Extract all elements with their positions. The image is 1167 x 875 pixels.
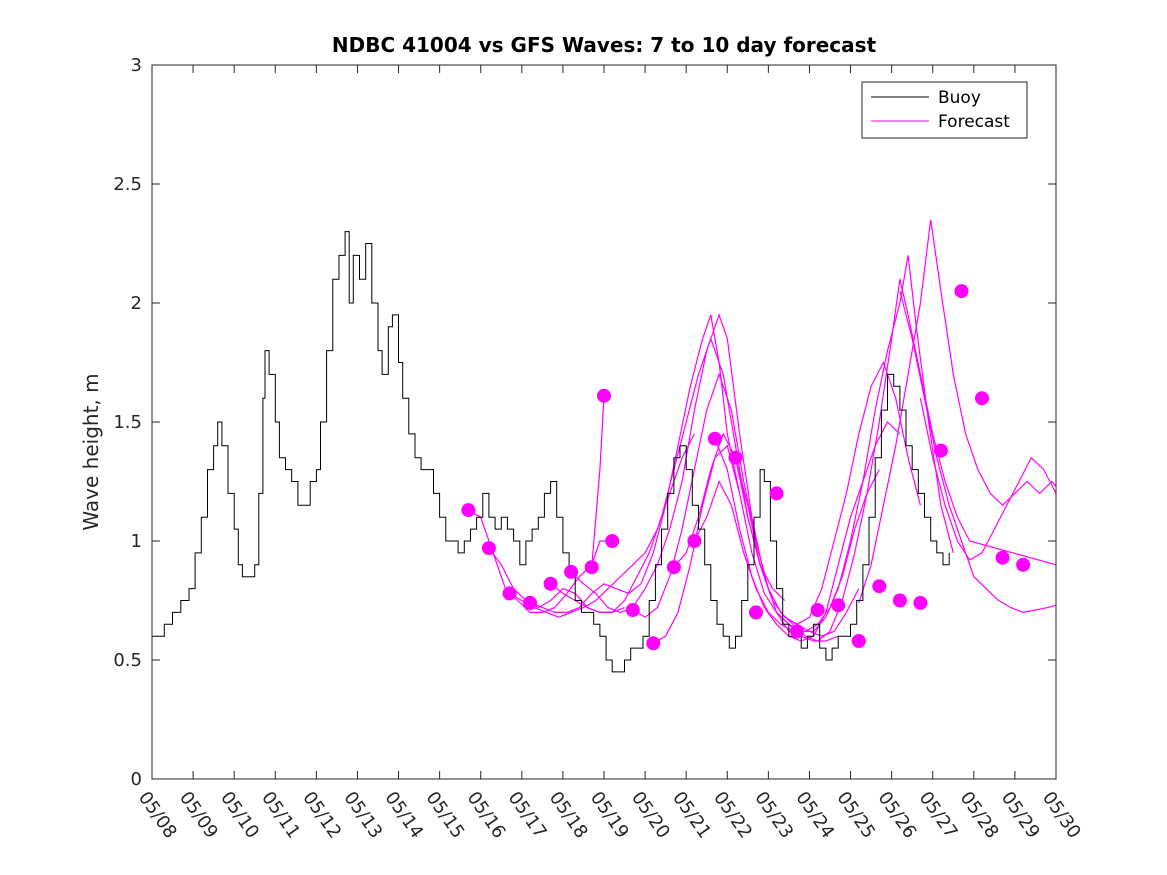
forecast-marker-7 (584, 560, 599, 575)
forecast-marker-11 (646, 636, 661, 651)
forecast-marker-19 (810, 603, 825, 617)
forecast-marker-21 (851, 634, 866, 648)
forecast-marker-27 (975, 391, 989, 406)
y-tick-label: 2.5 (113, 174, 142, 195)
forecast-line-15 (817, 279, 1057, 642)
y-tick-label: 3 (131, 55, 142, 76)
forecast-marker-29 (1016, 557, 1031, 572)
forecast-marker-24 (913, 595, 928, 610)
forecast-line-17 (899, 290, 1057, 614)
forecast-line-18 (919, 398, 1057, 561)
legend-box (861, 81, 1028, 139)
forecast-marker-13 (687, 534, 702, 548)
forecast-line-7 (591, 395, 605, 568)
forecast-marker-5 (543, 576, 558, 591)
forecast-line-16 (858, 219, 1057, 604)
legend-buoy-label: Buoy (938, 88, 981, 108)
forecast-marker-25 (933, 443, 948, 458)
forecast-line-13 (734, 360, 921, 625)
y-tick-label: 2 (131, 293, 142, 314)
forecast-marker-3 (502, 586, 517, 601)
forecast-marker-12 (666, 560, 681, 575)
forecast-marker-14 (707, 431, 722, 446)
forecast-line-11 (693, 469, 880, 632)
forecast-marker-4 (523, 595, 537, 610)
forecast-marker-10 (625, 603, 640, 617)
chart-title: NDBC 41004 vs GFS Waves: 7 to 10 day for… (332, 33, 877, 57)
y-tick-label: 1 (131, 531, 142, 552)
legend: Buoy Forecast (861, 81, 1028, 139)
forecast-marker-23 (892, 593, 907, 608)
forecast-line-14 (776, 255, 954, 632)
forecast-line-4 (529, 314, 741, 613)
forecast-marker-20 (831, 598, 846, 613)
forecast-marker-17 (769, 486, 784, 501)
forecast-marker-28 (995, 550, 1010, 565)
y-tick-label: 0 (131, 769, 142, 790)
forecast-marker-8 (605, 534, 620, 548)
forecast-marker-6 (564, 564, 579, 579)
y-tick-label: 0.5 (113, 650, 142, 671)
forecast-marker-1 (461, 503, 476, 518)
forecast-marker-16 (749, 605, 763, 620)
y-tick-label: 1.5 (113, 412, 142, 433)
forecast-marker-22 (872, 579, 887, 594)
y-axis-label: Wave height, m (79, 373, 103, 530)
buoy-line (152, 231, 950, 673)
forecast-marker-9 (597, 388, 611, 403)
forecast-marker-18 (790, 624, 805, 639)
forecast-marker-26 (954, 284, 969, 299)
forecast-marker-2 (481, 541, 496, 556)
forecast-marker-15 (728, 450, 743, 465)
legend-forecast-label: Forecast (938, 112, 1010, 132)
